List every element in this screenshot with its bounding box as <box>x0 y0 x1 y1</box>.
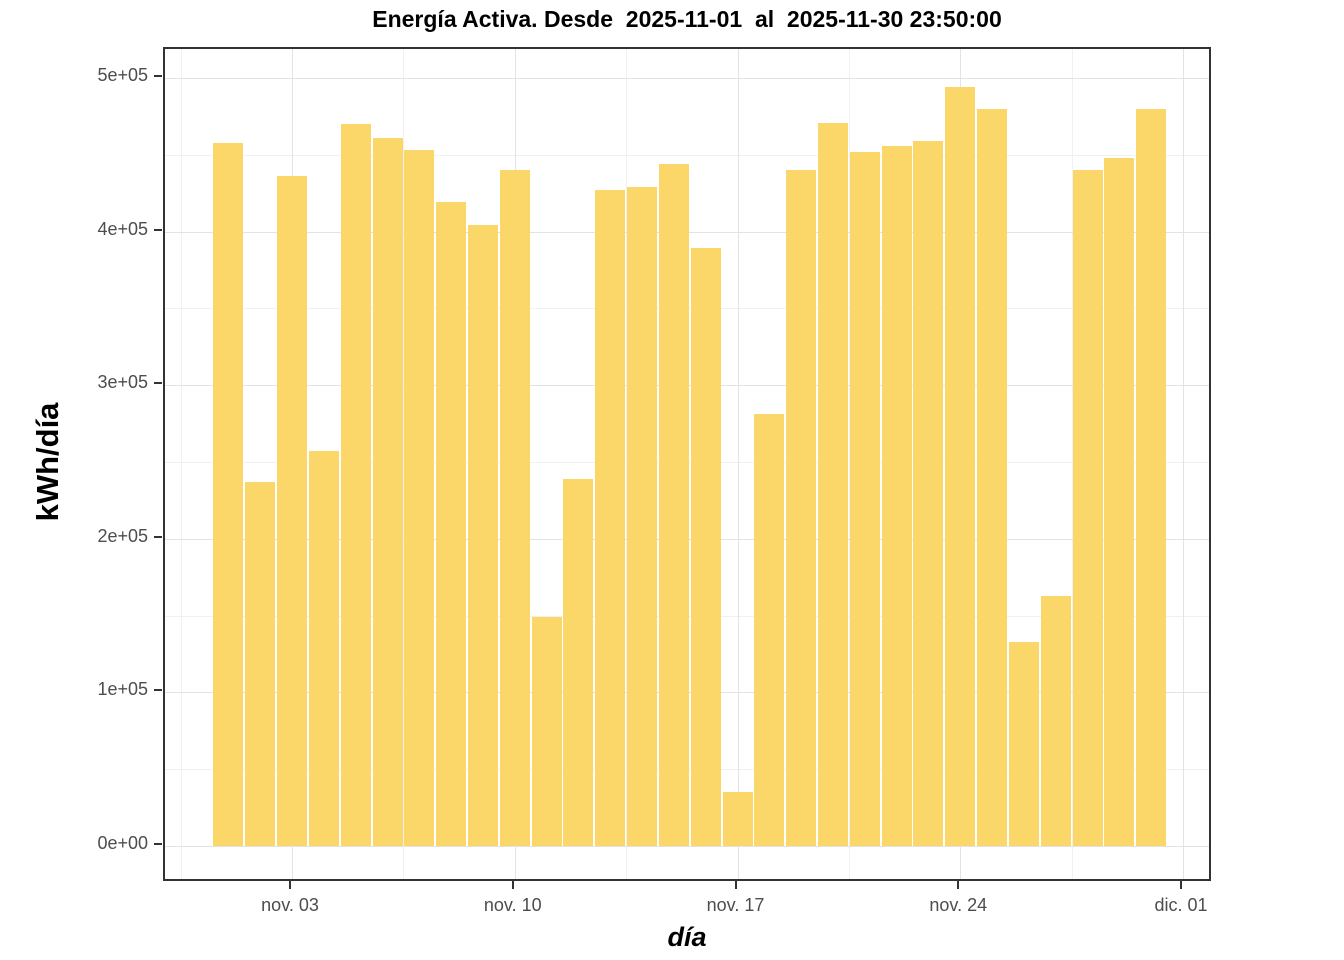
x-axis-label: día <box>667 922 707 952</box>
y-axis-tick <box>154 382 162 385</box>
x-tick-label: nov. 10 <box>483 895 542 915</box>
bar <box>722 792 753 846</box>
y-tick-label: 0e+00 <box>97 833 148 853</box>
bar <box>945 87 976 846</box>
y-axis-label: kWh/día <box>30 402 65 522</box>
bar <box>467 225 498 846</box>
bar <box>754 414 785 846</box>
y-tick-label: 3e+05 <box>97 372 148 393</box>
bar <box>817 122 848 846</box>
y-major-gridline <box>165 78 1209 79</box>
bar <box>436 202 467 846</box>
x-minor-gridline <box>1071 49 1073 879</box>
y-axis-tick <box>154 228 162 231</box>
x-major-gridline <box>1183 49 1184 879</box>
x-axis-tick <box>289 881 292 889</box>
bar <box>977 108 1008 846</box>
bar <box>308 451 339 846</box>
bar <box>1008 641 1039 846</box>
bar <box>213 142 244 846</box>
bar <box>531 617 562 846</box>
bar <box>404 150 435 846</box>
y-tick-label: 1e+05 <box>97 679 148 700</box>
x-axis-tick <box>1180 881 1182 889</box>
bar <box>1040 595 1071 846</box>
x-tick-label: nov. 24 <box>929 895 988 915</box>
chart-title: Energía Activa. Desde 2025-11-01 al 2025… <box>372 6 1002 32</box>
bar <box>245 481 276 846</box>
bar <box>881 145 912 846</box>
y-major-gridline <box>165 846 1209 847</box>
x-tick-label: nov. 03 <box>261 895 319 915</box>
x-minor-gridline <box>848 49 850 879</box>
y-axis-tick <box>154 75 162 77</box>
bar <box>690 248 721 846</box>
x-minor-gridline <box>626 49 628 879</box>
x-axis-tick <box>734 881 737 889</box>
bar <box>595 190 626 846</box>
y-tick-label: 4e+05 <box>97 218 148 239</box>
bar <box>849 151 880 846</box>
bar <box>913 140 944 846</box>
bar <box>786 170 817 846</box>
bar <box>563 478 594 846</box>
bar <box>1104 157 1135 846</box>
bar <box>277 176 308 846</box>
plot-panel <box>163 47 1211 881</box>
y-axis-tick <box>154 843 162 845</box>
x-major-gridline <box>737 49 739 879</box>
bar <box>1072 170 1103 846</box>
y-axis-tick <box>154 689 162 692</box>
bar <box>658 164 689 846</box>
bar <box>627 187 658 846</box>
x-axis-tick <box>957 881 960 889</box>
bar <box>499 170 530 846</box>
x-tick-label: dic. 01 <box>1154 895 1208 915</box>
x-minor-gridline <box>403 49 405 879</box>
y-axis-tick <box>154 535 162 538</box>
bar <box>372 137 403 846</box>
bar <box>340 124 371 846</box>
y-tick-label: 5e+05 <box>97 65 148 85</box>
y-minor-gridline <box>165 154 1209 156</box>
bar <box>1136 108 1167 846</box>
x-minor-gridline <box>180 49 182 879</box>
x-axis-tick <box>511 881 514 889</box>
y-tick-label: 2e+05 <box>97 525 148 546</box>
x-tick-label: nov. 17 <box>706 895 765 915</box>
